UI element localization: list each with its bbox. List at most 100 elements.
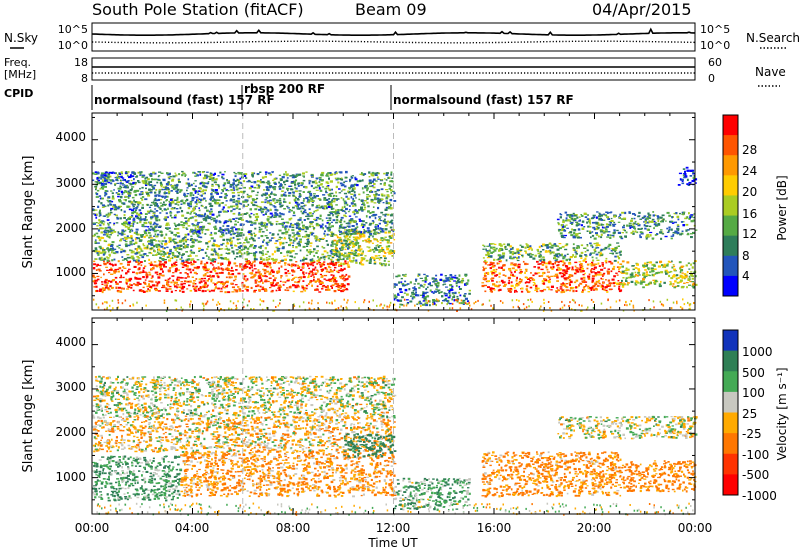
heatmap-cell [426, 275, 429, 277]
heatmap-cell [492, 272, 496, 274]
heatmap-cell [374, 190, 377, 193]
heatmap-cell [273, 206, 277, 208]
heatmap-cell [358, 218, 361, 221]
heatmap-cell [269, 204, 273, 206]
heatmap-cell [363, 231, 366, 234]
heatmap-cell [103, 230, 106, 233]
heatmap-cell [576, 270, 580, 273]
heatmap-cell [243, 277, 246, 280]
heatmap-cell [176, 247, 179, 249]
heatmap-cell [515, 279, 518, 282]
heatmap-cell [373, 202, 377, 204]
heatmap-cell [369, 261, 372, 263]
heatmap-cell [374, 224, 378, 226]
heatmap-cell [188, 258, 191, 260]
cpid-segment-2: rbsp 200 RF [244, 82, 325, 96]
heatmap-cell [112, 180, 115, 182]
heatmap-cell [149, 204, 153, 206]
heatmap-cell [511, 247, 514, 250]
heatmap-cell [496, 274, 499, 276]
heatmap-cell [575, 286, 577, 289]
heatmap-cell [232, 205, 236, 207]
heatmap-cell [544, 278, 547, 280]
heatmap-cell [420, 294, 423, 296]
heatmap-cell [331, 286, 333, 289]
heatmap-cell [194, 215, 197, 218]
heatmap-cell [346, 283, 350, 286]
heatmap-cell [168, 237, 172, 240]
heatmap-cell [254, 227, 257, 230]
heatmap-cell [320, 205, 323, 209]
heatmap-cell [514, 270, 516, 273]
heatmap-cell [153, 230, 157, 233]
heatmap-cell [189, 194, 192, 197]
heatmap-cell [484, 272, 486, 275]
heatmap-cell [181, 285, 186, 289]
heatmap-cell [168, 177, 171, 180]
heatmap-cell [237, 228, 241, 231]
heatmap-cell [223, 221, 227, 224]
heatmap-cell [234, 244, 236, 247]
heatmap-cell [249, 244, 253, 246]
heatmap-cell [293, 195, 297, 198]
heatmap-cell [215, 267, 217, 269]
heatmap-cell [247, 247, 250, 250]
heatmap-cell [237, 242, 240, 245]
heatmap-cell [174, 268, 178, 271]
heatmap-cell [339, 182, 343, 185]
heatmap-cell [329, 280, 332, 282]
heatmap-cell [290, 182, 294, 184]
heatmap-cell [209, 234, 213, 236]
heatmap-cell [308, 199, 311, 202]
heatmap-cell [327, 229, 330, 232]
heatmap-cell [117, 195, 120, 198]
heatmap-cell [268, 255, 271, 258]
heatmap-cell [136, 201, 139, 204]
heatmap-cell [301, 212, 305, 215]
heatmap-cell [512, 246, 514, 249]
heatmap-cell [611, 278, 615, 281]
heatmap-cell [353, 191, 356, 194]
heatmap-cell [464, 293, 467, 295]
heatmap-cell [292, 284, 295, 287]
heatmap-cell [355, 223, 358, 226]
heatmap-cell [366, 198, 369, 200]
heatmap-cell [297, 234, 301, 238]
heatmap-cell [149, 234, 152, 237]
heatmap-cell [254, 219, 258, 222]
heatmap-cell [238, 217, 242, 220]
heatmap-cell [155, 226, 158, 228]
heatmap-cell [210, 218, 213, 221]
heatmap-cell [95, 188, 97, 191]
heatmap-cell [282, 242, 285, 244]
heatmap-cell [465, 282, 469, 284]
heatmap-cell [508, 269, 512, 271]
heatmap-cell [162, 284, 166, 287]
heatmap-cell [164, 216, 168, 219]
heatmap-cell [460, 281, 464, 284]
heatmap-cell [211, 183, 214, 186]
heatmap-cell [177, 178, 180, 181]
heatmap-cell [120, 182, 124, 184]
heatmap-cell [292, 191, 295, 194]
heatmap-cell [117, 286, 121, 289]
heatmap-cell [568, 259, 571, 262]
heatmap-cell [354, 242, 357, 245]
heatmap-cell [303, 185, 306, 188]
heatmap-cell [140, 191, 144, 193]
heatmap-cell [606, 291, 609, 293]
heatmap-cell [455, 299, 458, 301]
heatmap-cell [129, 240, 133, 243]
heatmap-cell [368, 171, 371, 174]
heatmap-cell [315, 189, 319, 191]
heatmap-cell [557, 267, 561, 269]
heatmap-cell [125, 243, 128, 245]
heatmap-cell [204, 192, 206, 195]
heatmap-cell [358, 198, 360, 201]
heatmap-cell [168, 255, 171, 257]
heatmap-cell [363, 203, 366, 207]
heatmap-cell [618, 286, 621, 288]
heatmap-cell [350, 218, 354, 221]
heatmap-cell [121, 193, 124, 196]
heatmap-cell [160, 245, 164, 248]
